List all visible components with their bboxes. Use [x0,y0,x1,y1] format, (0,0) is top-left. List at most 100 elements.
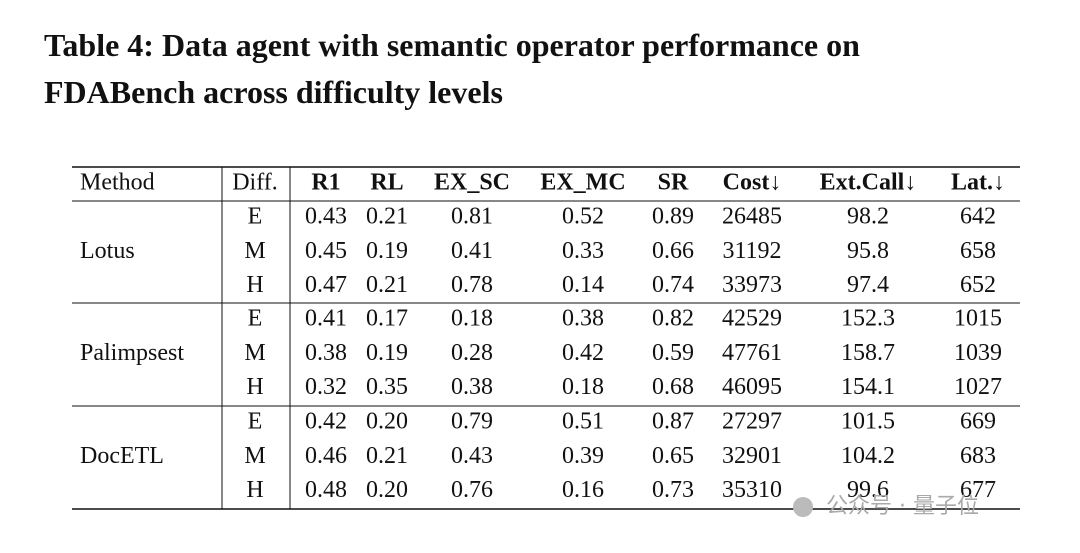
difficulty: E [248,204,263,230]
cell: 1015 [954,306,1002,332]
watermark-icon [793,497,813,517]
difficulty: E [248,409,263,435]
cell: 158.7 [841,340,895,366]
column-header: Method [80,170,155,196]
cell: 0.20 [366,409,408,435]
cell: 0.47 [305,272,347,298]
cell: 0.81 [451,204,493,230]
cell: 99.6 [847,477,889,503]
cell: 0.16 [562,477,604,503]
difficulty: M [244,443,265,469]
cell: 0.43 [451,443,493,469]
cell: 0.33 [562,238,604,264]
cell: 0.35 [366,374,408,400]
caption: Table 4: Data agent with semantic operat… [44,27,860,63]
column-header: R1 [311,170,340,196]
cell: 32901 [722,443,782,469]
cell: 154.1 [841,374,895,400]
difficulty: M [244,238,265,264]
cell: 0.38 [305,340,347,366]
cell: 0.52 [562,204,604,230]
cell: 0.19 [366,340,408,366]
cell: 0.38 [562,306,604,332]
column-header: EX_SC [434,170,510,196]
cell: 0.78 [451,272,493,298]
cell: 0.28 [451,340,493,366]
cell: 0.79 [451,409,493,435]
column-header: Cost↓ [723,170,782,196]
cell: 27297 [722,409,782,435]
cell: 0.89 [652,204,694,230]
cell: 0.38 [451,374,493,400]
cell: 677 [960,477,996,503]
cell: 31192 [722,238,781,264]
cell: 0.17 [366,306,408,332]
cell: 0.41 [305,306,347,332]
cell: 0.21 [366,204,408,230]
cell: 101.5 [841,409,895,435]
cell: 0.68 [652,374,694,400]
cell: 683 [960,443,996,469]
cell: 658 [960,238,996,264]
cell: 0.21 [366,272,408,298]
column-header: Ext.Call↓ [820,170,917,196]
cell: 46095 [722,374,782,400]
column-header: Lat.↓ [951,170,1005,196]
difficulty: H [246,477,263,503]
cell: 0.42 [562,340,604,366]
cell: 95.8 [847,238,889,264]
column-header: EX_MC [540,170,625,196]
cell: 0.74 [652,272,694,298]
cell: 652 [960,272,996,298]
cell: 0.42 [305,409,347,435]
cell: 0.41 [451,238,493,264]
cell: 0.43 [305,204,347,230]
cell: 0.87 [652,409,694,435]
cell: 0.59 [652,340,694,366]
method-name: Palimpsest [80,340,184,366]
cell: 42529 [722,306,782,332]
column-header: RL [370,170,403,196]
cell: 0.19 [366,238,408,264]
method-name: DocETL [80,443,164,469]
difficulty: M [244,340,265,366]
cell: 0.39 [562,443,604,469]
difficulty: H [246,272,263,298]
cell: 1039 [954,340,1002,366]
cell: 0.73 [652,477,694,503]
cell: 0.14 [562,272,604,298]
cell: 0.18 [451,306,493,332]
cell: 0.48 [305,477,347,503]
cell: 35310 [722,477,782,503]
column-header: Diff. [232,170,278,196]
cell: 152.3 [841,306,895,332]
cell: 97.4 [847,272,889,298]
cell: 0.32 [305,374,347,400]
cell: 0.82 [652,306,694,332]
cell: 0.51 [562,409,604,435]
method-name: Lotus [80,238,135,264]
cell: 0.65 [652,443,694,469]
watermark: 公众号 · 量子位 [826,494,979,519]
cell: 33973 [722,272,782,298]
cell: 0.18 [562,374,604,400]
cell: 26485 [722,204,782,230]
difficulty: E [248,306,263,332]
cell: 0.45 [305,238,347,264]
cell: 642 [960,204,996,230]
cell: 669 [960,409,996,435]
cell: 98.2 [847,204,889,230]
cell: 0.20 [366,477,408,503]
cell: 0.66 [652,238,694,264]
column-header: SR [658,170,689,196]
cell: 1027 [954,374,1002,400]
cell: 47761 [722,340,782,366]
caption: FDABench across difficulty levels [44,74,503,110]
cell: 0.76 [451,477,493,503]
cell: 0.46 [305,443,347,469]
cell: 0.21 [366,443,408,469]
cell: 104.2 [841,443,895,469]
difficulty: H [246,374,263,400]
